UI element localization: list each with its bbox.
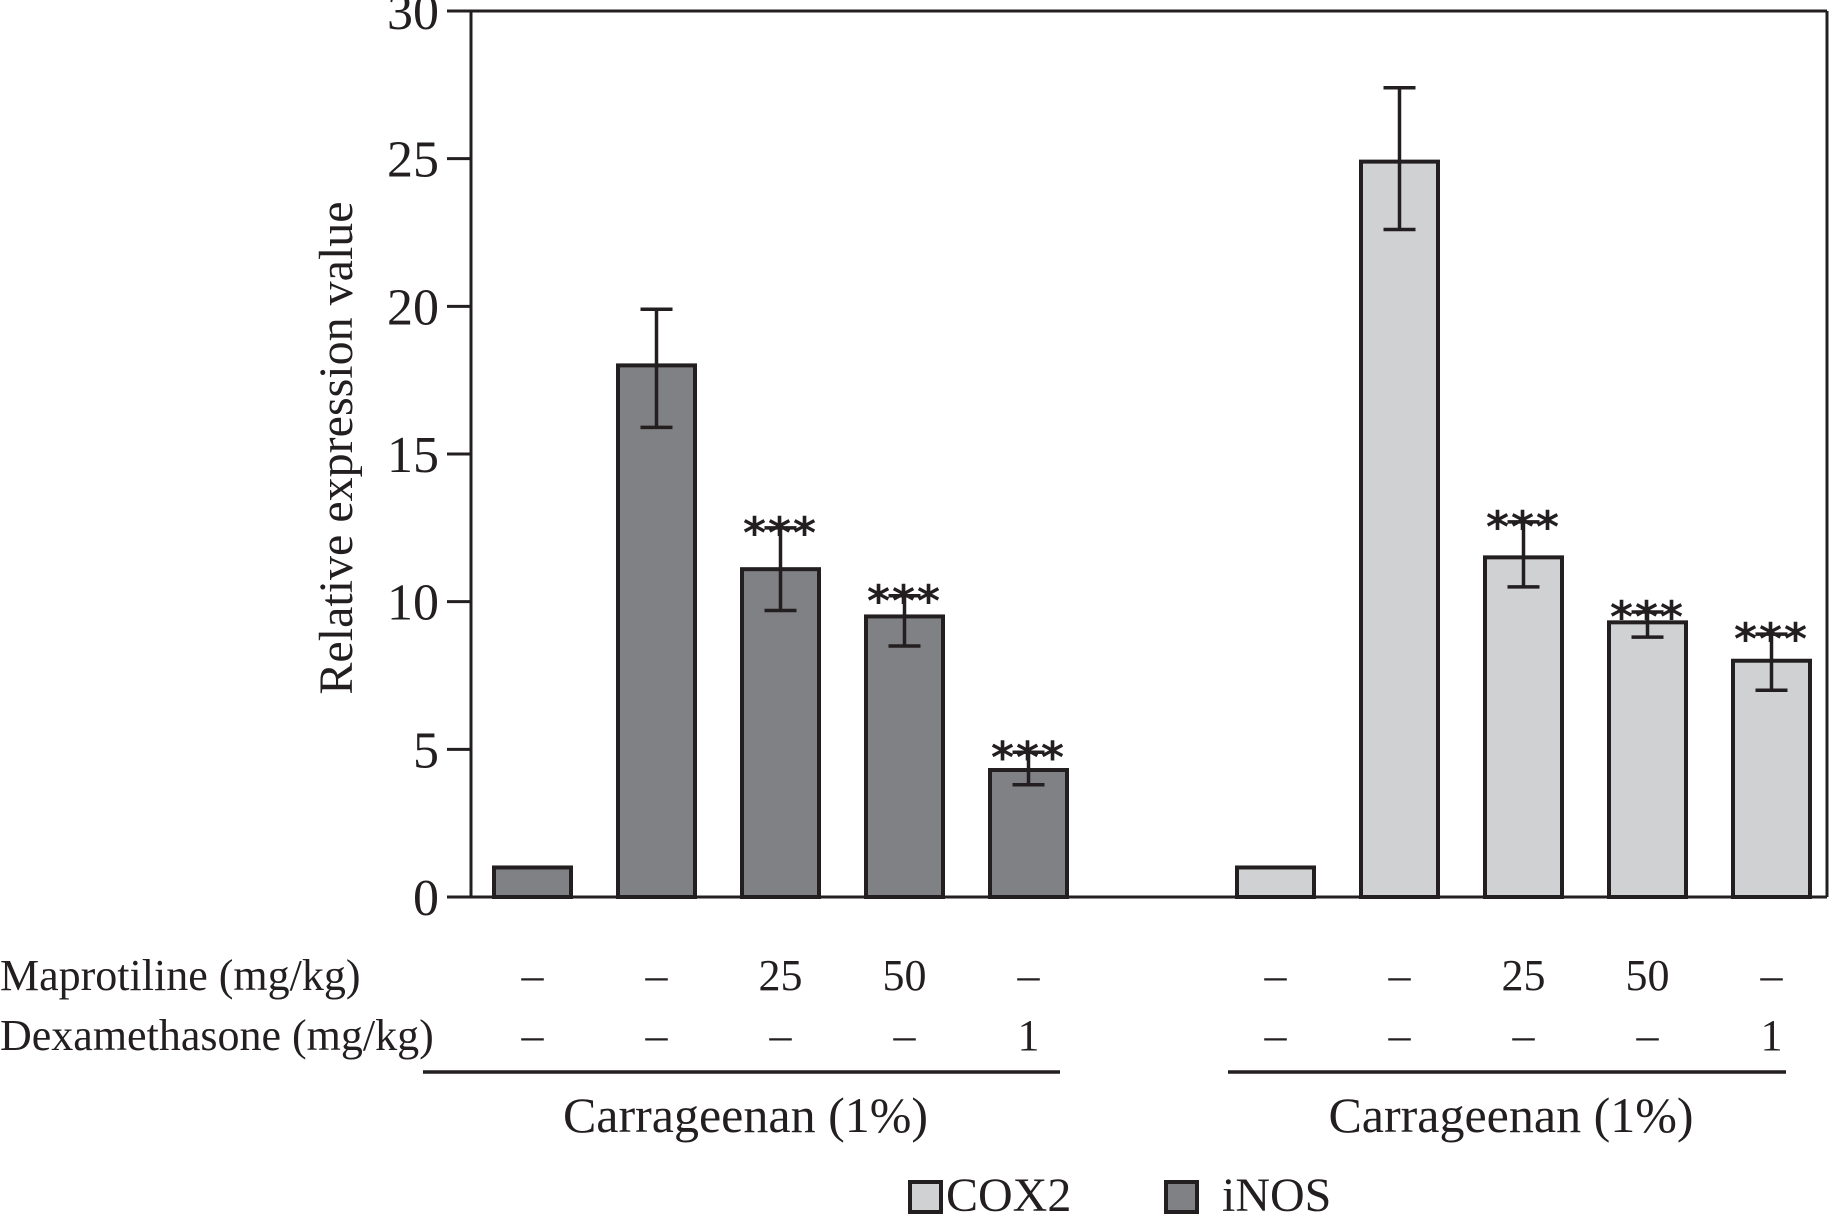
maprotiline-value: – [645,951,669,1000]
bar-inos [740,567,821,899]
maprotiline-value: – [1760,951,1784,1000]
dexamethasone-value: – [1388,1011,1412,1060]
bar-inos [864,614,945,900]
dexamethasone-value: – [521,1011,545,1060]
significance-marker: *** [991,732,1066,783]
dexamethasone-value: – [769,1011,793,1060]
legend-label-inos: iNOS [1222,1169,1331,1215]
maprotiline-value: – [521,951,545,1000]
group-labels: Carrageenan (1%) Carrageenan (1%) [423,1070,1786,1143]
bars [492,159,1812,900]
error-bars [640,86,1788,787]
maprotiline-value: 25 [1502,951,1546,1000]
group-label-carrageenan: Carrageenan (1%) [1328,1087,1693,1143]
maprotiline-value: 25 [759,951,803,1000]
y-tick-label: 5 [413,722,439,779]
significance-marker: *** [867,576,942,627]
dexamethasone-value: 1 [1761,1011,1783,1060]
y-axis-title: Relative expression value [310,201,363,694]
dexamethasone-value: – [1512,1011,1536,1060]
legend-label-cox2: COX2 [946,1169,1071,1215]
dexamethasone-value: 1 [1018,1011,1040,1060]
bar-inos [616,363,697,899]
row-label-maprotiline: Maprotiline (mg/kg) [0,951,361,1000]
legend-swatch-cox2 [908,1180,943,1214]
treatment-values: – – – – 25 – 50 – – 1 – – – – 25 – 50 – – 1 [521,951,1784,1060]
y-tick-label: 30 [387,0,439,41]
y-tick-label: 20 [387,279,439,336]
dexamethasone-value: – [893,1011,917,1060]
significance-marker: *** [1486,502,1561,553]
bar-inos [988,768,1069,899]
maprotiline-value: – [1388,951,1412,1000]
significance-markers: *** *** *** *** *** *** [743,502,1809,783]
group-label-carrageenan: Carrageenan (1%) [563,1087,928,1143]
maprotiline-value: 50 [1626,951,1670,1000]
maprotiline-value: 50 [883,951,927,1000]
y-ticks: 0 5 10 15 20 25 30 [387,0,471,927]
bar-cox2 [1731,658,1812,899]
bar-cox2 [1235,865,1316,900]
bar-cox2 [1607,620,1688,900]
significance-marker: *** [1610,592,1685,643]
y-tick-label: 25 [387,132,439,189]
row-label-dexamethasone: Dexamethasone (mg/kg) [0,1011,434,1060]
maprotiline-value: – [1017,951,1041,1000]
maprotiline-value: – [1264,951,1288,1000]
legend-swatch-inos [1164,1180,1199,1214]
y-tick-label: 10 [387,575,439,632]
dexamethasone-value: – [1636,1011,1660,1060]
y-tick-label: 15 [387,427,439,484]
significance-marker: *** [1734,614,1809,665]
legend: COX2 iNOS [908,1169,1331,1215]
y-tick-label: 0 [413,870,439,927]
dexamethasone-value: – [645,1011,669,1060]
bar-inos [492,865,573,900]
dexamethasone-value: – [1264,1011,1288,1060]
bar-cox2 [1483,555,1564,899]
bar-cox2 [1359,159,1440,899]
significance-marker: *** [743,508,818,559]
